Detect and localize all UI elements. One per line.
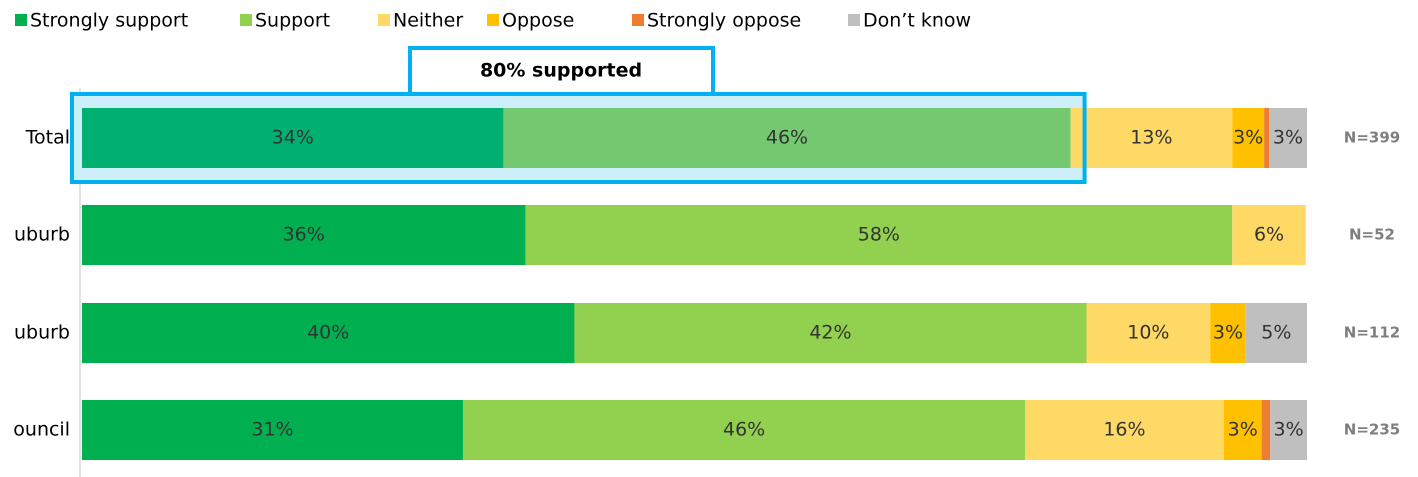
value-label: 46%: [723, 419, 765, 441]
value-label: 3%: [1233, 127, 1263, 149]
value-label: 3%: [1273, 127, 1303, 149]
value-label: 13%: [1130, 127, 1172, 149]
value-label: 36%: [283, 224, 325, 246]
value-label: 58%: [858, 224, 900, 246]
category-label: uburb: [14, 322, 70, 344]
bar-segment: [1245, 303, 1307, 363]
value-label: 40%: [307, 322, 349, 344]
n-label: N=235: [1344, 421, 1400, 439]
bar-segment: [1210, 303, 1246, 363]
bar-segment: [1270, 400, 1307, 460]
legend-label: Don’t know: [863, 10, 971, 32]
value-label: 3%: [1213, 322, 1243, 344]
bar-segment: [82, 303, 575, 363]
category-label: ouncil: [13, 419, 70, 441]
legend-label: Support: [255, 10, 330, 32]
legend-label: Strongly support: [30, 10, 188, 32]
value-label: 10%: [1127, 322, 1169, 344]
bar-segment: [1070, 108, 1233, 168]
value-label: 6%: [1254, 224, 1284, 246]
legend-swatch: [378, 14, 390, 26]
value-label: 3%: [1228, 419, 1258, 441]
bar-segment: [462, 400, 1026, 460]
annotation-box: [408, 46, 715, 96]
legend-swatch: [15, 14, 27, 26]
category-label: uburb: [14, 224, 70, 246]
annotation: 80% supported: [480, 60, 642, 82]
value-label: 34%: [272, 127, 314, 149]
bar-segment: [1232, 108, 1265, 168]
legend-swatch: [632, 14, 644, 26]
legend-swatch: [240, 14, 252, 26]
n-label: N=112: [1344, 324, 1400, 342]
value-label: 42%: [809, 322, 851, 344]
bar-segment: [1223, 400, 1262, 460]
bar-segment: [82, 400, 463, 460]
n-label: N=399: [1344, 129, 1400, 147]
category-label: Total: [25, 127, 70, 149]
value-label: 31%: [251, 419, 293, 441]
bar-segment: [82, 108, 504, 168]
bar-segment: [1264, 108, 1270, 168]
n-label: N=52: [1349, 226, 1395, 244]
bar-segment: [1232, 205, 1306, 265]
legend-label: Strongly oppose: [647, 10, 801, 32]
bar-segment: [82, 205, 526, 265]
value-label: 5%: [1261, 322, 1291, 344]
legend-label: Oppose: [502, 10, 574, 32]
bar-segment: [1269, 108, 1307, 168]
value-label: 3%: [1274, 419, 1304, 441]
bar-segment: [503, 108, 1071, 168]
value-label: 46%: [766, 127, 808, 149]
bar-segment: [1261, 400, 1271, 460]
bar-segment: [1086, 303, 1211, 363]
value-label: 16%: [1103, 419, 1145, 441]
bar-segment: [1025, 400, 1224, 460]
legend-swatch: [487, 14, 499, 26]
bar-segment: [525, 205, 1233, 265]
bar-segment: [574, 303, 1087, 363]
legend-label: Neither: [393, 10, 463, 32]
legend-swatch: [848, 14, 860, 26]
